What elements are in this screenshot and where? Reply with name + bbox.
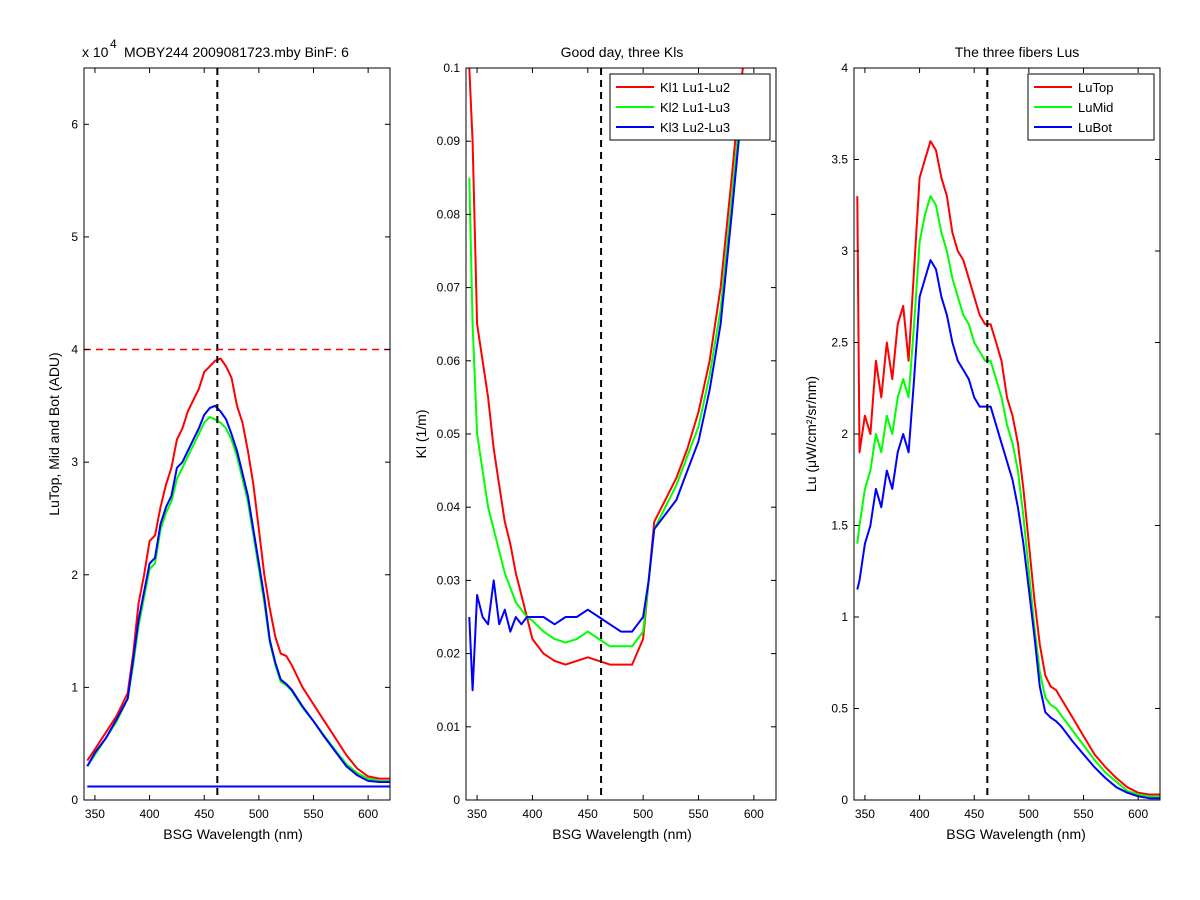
chart-2-series-2-line xyxy=(468,82,744,648)
chart-2-ytick-label: 0.08 xyxy=(437,207,461,221)
chart-2-legend: Kl1 Lu1-Lu2 Kl2 Lu1-Lu3 Kl3 Lu2-Lu3 xyxy=(609,73,771,141)
chart-1-xlabel: BSG Wavelength (nm) xyxy=(163,826,303,842)
chart-1-ytick-label: 3 xyxy=(71,455,78,469)
chart-3-legend: LuTop LuMid LuBot xyxy=(1027,73,1155,141)
chart-3-legend-label: LuMid xyxy=(1078,100,1113,115)
chart-3-ytick-label: 0.5 xyxy=(831,702,848,716)
chart-1: x 10 4 MOBY244 2009081723.mby BinF: 6 BS… xyxy=(46,37,391,842)
chart-1-exponent-label: x 10 xyxy=(82,44,109,60)
chart-3-series-2-line xyxy=(856,195,1160,798)
chart-2-ytick-label: 0.07 xyxy=(437,281,461,295)
chart-2-xtick-label: 500 xyxy=(633,807,653,821)
chart-3-data-layer xyxy=(856,68,1160,800)
chart-1-data-layer xyxy=(84,68,390,800)
chart-1-xtick-label: 550 xyxy=(303,807,323,821)
chart-2-legend-label: Kl2 Lu1-Lu3 xyxy=(660,100,730,115)
chart-2-ytick-label: 0.02 xyxy=(437,647,461,661)
chart-3-ytick-label: 3 xyxy=(841,244,848,258)
chart-1-ytick-label: 4 xyxy=(71,343,78,357)
chart-1-xtick-label: 600 xyxy=(358,807,378,821)
chart-2-xlabel: BSG Wavelength (nm) xyxy=(552,826,692,842)
chart-3-series-3-line xyxy=(856,259,1160,800)
chart-3-xtick-label: 600 xyxy=(1128,807,1148,821)
chart-1-series-1-line xyxy=(86,357,390,780)
chart-2-ytick-label: 0.1 xyxy=(443,61,460,75)
chart-2-ytick-label: 0.05 xyxy=(437,427,461,441)
chart-2-series-1-line xyxy=(468,68,744,666)
chart-2-ytick-label: 0 xyxy=(453,793,460,807)
chart-1-exponent-power: 4 xyxy=(110,37,117,51)
chart-2-xtick-label: 550 xyxy=(688,807,708,821)
chart-2-xtick-label: 350 xyxy=(467,807,487,821)
chart-2-ylabel: Kl (1/m) xyxy=(413,410,429,459)
chart-1-title: MOBY244 2009081723.mby BinF: 6 xyxy=(124,44,349,60)
chart-3-xtick-label: 500 xyxy=(1019,807,1039,821)
chart-2-title: Good day, three Kls xyxy=(561,44,684,60)
chart-3-legend-label: LuBot xyxy=(1078,120,1112,135)
chart-1-xtick-label: 400 xyxy=(140,807,160,821)
chart-3-xtick-label: 400 xyxy=(910,807,930,821)
chart-3: The three fibers Lus BSG Wavelength (nm)… xyxy=(803,44,1161,842)
chart-2-data-layer xyxy=(468,68,744,800)
chart-2-ytick-label: 0.03 xyxy=(437,573,461,587)
chart-3-ytick-label: 1 xyxy=(841,610,848,624)
chart-3-title: The three fibers Lus xyxy=(955,44,1080,60)
chart-2-ytick-label: 0.06 xyxy=(437,354,461,368)
chart-1-ytick-label: 2 xyxy=(71,568,78,582)
chart-1-axes-box xyxy=(83,67,391,801)
chart-2: Good day, three Kls BSG Wavelength (nm) … xyxy=(413,44,777,842)
chart-3-plot-area: 350 400 450 500 550 600 0 0.5 1 1.5 2 2.5 3 3.5 4 LuTop… xyxy=(831,61,1161,821)
chart-3-ytick-label: 0 xyxy=(841,793,848,807)
chart-2-ytick-label: 0.04 xyxy=(437,500,461,514)
chart-1-ylabel: LuTop, Mid and Bot (ADU) xyxy=(46,352,62,515)
chart-1-ytick-label: 1 xyxy=(71,680,78,694)
chart-3-ytick-label: 4 xyxy=(841,61,848,75)
chart-3-ytick-label: 2 xyxy=(841,427,848,441)
chart-2-series-3-line xyxy=(468,97,744,692)
chart-2-legend-label: Kl1 Lu1-Lu2 xyxy=(660,80,730,95)
chart-3-xtick-label: 550 xyxy=(1073,807,1093,821)
chart-1-ytick-label: 5 xyxy=(71,230,78,244)
chart-2-xtick-label: 600 xyxy=(744,807,764,821)
chart-3-xtick-label: 350 xyxy=(855,807,875,821)
chart-3-xtick-label: 450 xyxy=(964,807,984,821)
chart-3-ytick-label: 3.5 xyxy=(831,153,848,167)
chart-2-ytick-label: 0.01 xyxy=(437,720,461,734)
chart-1-xtick-label: 350 xyxy=(85,807,105,821)
chart-1-xtick-label: 500 xyxy=(249,807,269,821)
chart-2-plot-area: 350 400 450 500 550 600 0 0.01 0.02 0.03 0.04 0.05 0… xyxy=(437,61,777,821)
chart-1-series-3-line xyxy=(86,404,390,783)
chart-2-legend-label: Kl3 Lu2-Lu3 xyxy=(660,120,730,135)
chart-3-xlabel: BSG Wavelength (nm) xyxy=(946,826,1086,842)
chart-3-series-1-line xyxy=(856,140,1160,796)
chart-3-legend-label: LuTop xyxy=(1078,80,1113,95)
chart-2-xtick-label: 450 xyxy=(578,807,598,821)
chart-1-plot-area: 350 400 450 500 550 600 0 1 2 3 4 5 6 xyxy=(71,67,391,821)
chart-2-xtick-label: 400 xyxy=(522,807,542,821)
chart-3-ytick-label: 1.5 xyxy=(831,519,848,533)
chart-1-ytick-label: 6 xyxy=(71,117,78,131)
chart-2-ytick-label: 0.09 xyxy=(437,134,461,148)
chart-1-xtick-label: 450 xyxy=(194,807,214,821)
chart-1-ytick-label: 0 xyxy=(71,793,78,807)
chart-3-ytick-label: 2.5 xyxy=(831,336,848,350)
chart-3-ylabel: Lu (μW/cm²/sr/nm) xyxy=(803,376,819,492)
